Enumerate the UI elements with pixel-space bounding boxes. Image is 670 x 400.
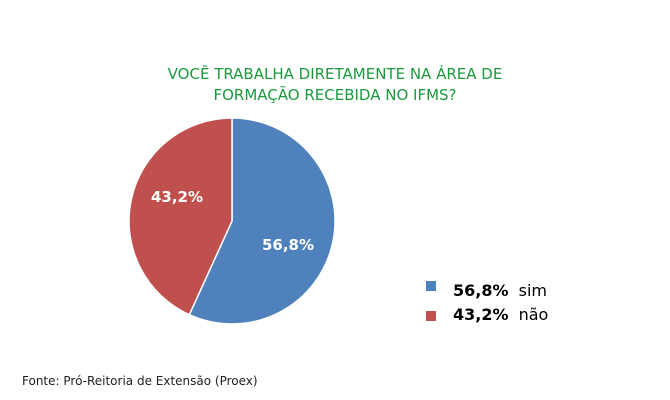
legend-value-nao: 43,2% [453, 305, 509, 324]
legend-swatch-sim [426, 281, 436, 291]
svg-text:43,2% não: 43,2% não [453, 305, 548, 324]
pie-slice-labels: 56,8% 43,2% [151, 188, 314, 254]
legend-swatch-nao [426, 311, 436, 321]
pie-slice-sim [188, 117, 336, 325]
pie-slices [128, 117, 336, 325]
legend-label-sim: sim [519, 281, 547, 300]
legend-value-sim: 56,8% [453, 281, 509, 300]
legend-label-nao: não [519, 305, 549, 324]
chart-title: VOCÊ TRABALHA DIRETAMENTE NA ÁREA DE FOR… [168, 64, 503, 104]
source-note: Fonte: Pró-Reitoria de Extensão (Proex) [22, 374, 258, 388]
chart-title-line-1: VOCÊ TRABALHA DIRETAMENTE NA ÁREA DE [168, 64, 503, 83]
legend-item-sim: 56,8% sim [426, 281, 547, 300]
pie-slice-nao [128, 117, 233, 316]
chart-title-line-2: FORMAÇÃO RECEBIDA NO IFMS? [214, 85, 457, 104]
slice-label-nao: 43,2% [151, 188, 203, 206]
svg-text:56,8% sim: 56,8% sim [453, 281, 547, 300]
slice-label-sim: 56,8% [262, 236, 314, 254]
legend-item-nao: 43,2% não [426, 305, 548, 324]
legend: 56,8% sim 43,2% não [426, 281, 548, 324]
